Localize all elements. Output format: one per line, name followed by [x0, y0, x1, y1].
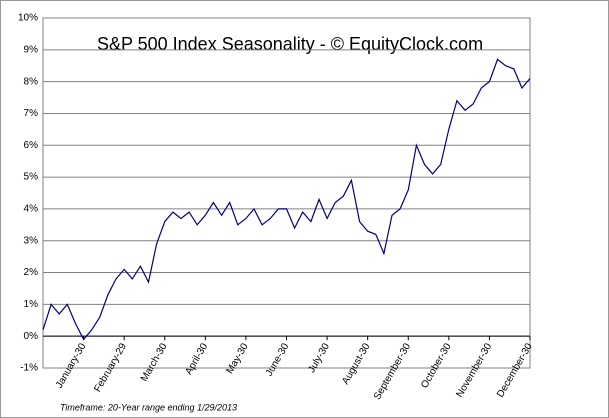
footnote: Timeframe: 20-Year range ending 1/29/201…: [60, 402, 237, 412]
chart-title: S&P 500 Index Seasonality - © EquityCloc…: [97, 34, 483, 54]
y-tick-label: 1%: [24, 299, 39, 310]
y-tick-label: 5%: [24, 172, 39, 183]
plot-border: [42, 17, 531, 369]
y-tick-label: 2%: [24, 267, 39, 278]
y-tick-label: 10%: [18, 13, 38, 24]
y-tick-label: 0%: [24, 331, 39, 342]
y-tick-label: 4%: [24, 204, 39, 215]
y-tick-label: 7%: [24, 108, 39, 119]
y-tick-label: 3%: [24, 235, 39, 246]
y-tick-label: 6%: [24, 140, 39, 151]
y-tick-label: 9%: [24, 44, 39, 55]
y-tick-label: -1%: [20, 363, 38, 374]
line: [42, 58, 531, 341]
y-tick-label: 8%: [24, 76, 39, 87]
